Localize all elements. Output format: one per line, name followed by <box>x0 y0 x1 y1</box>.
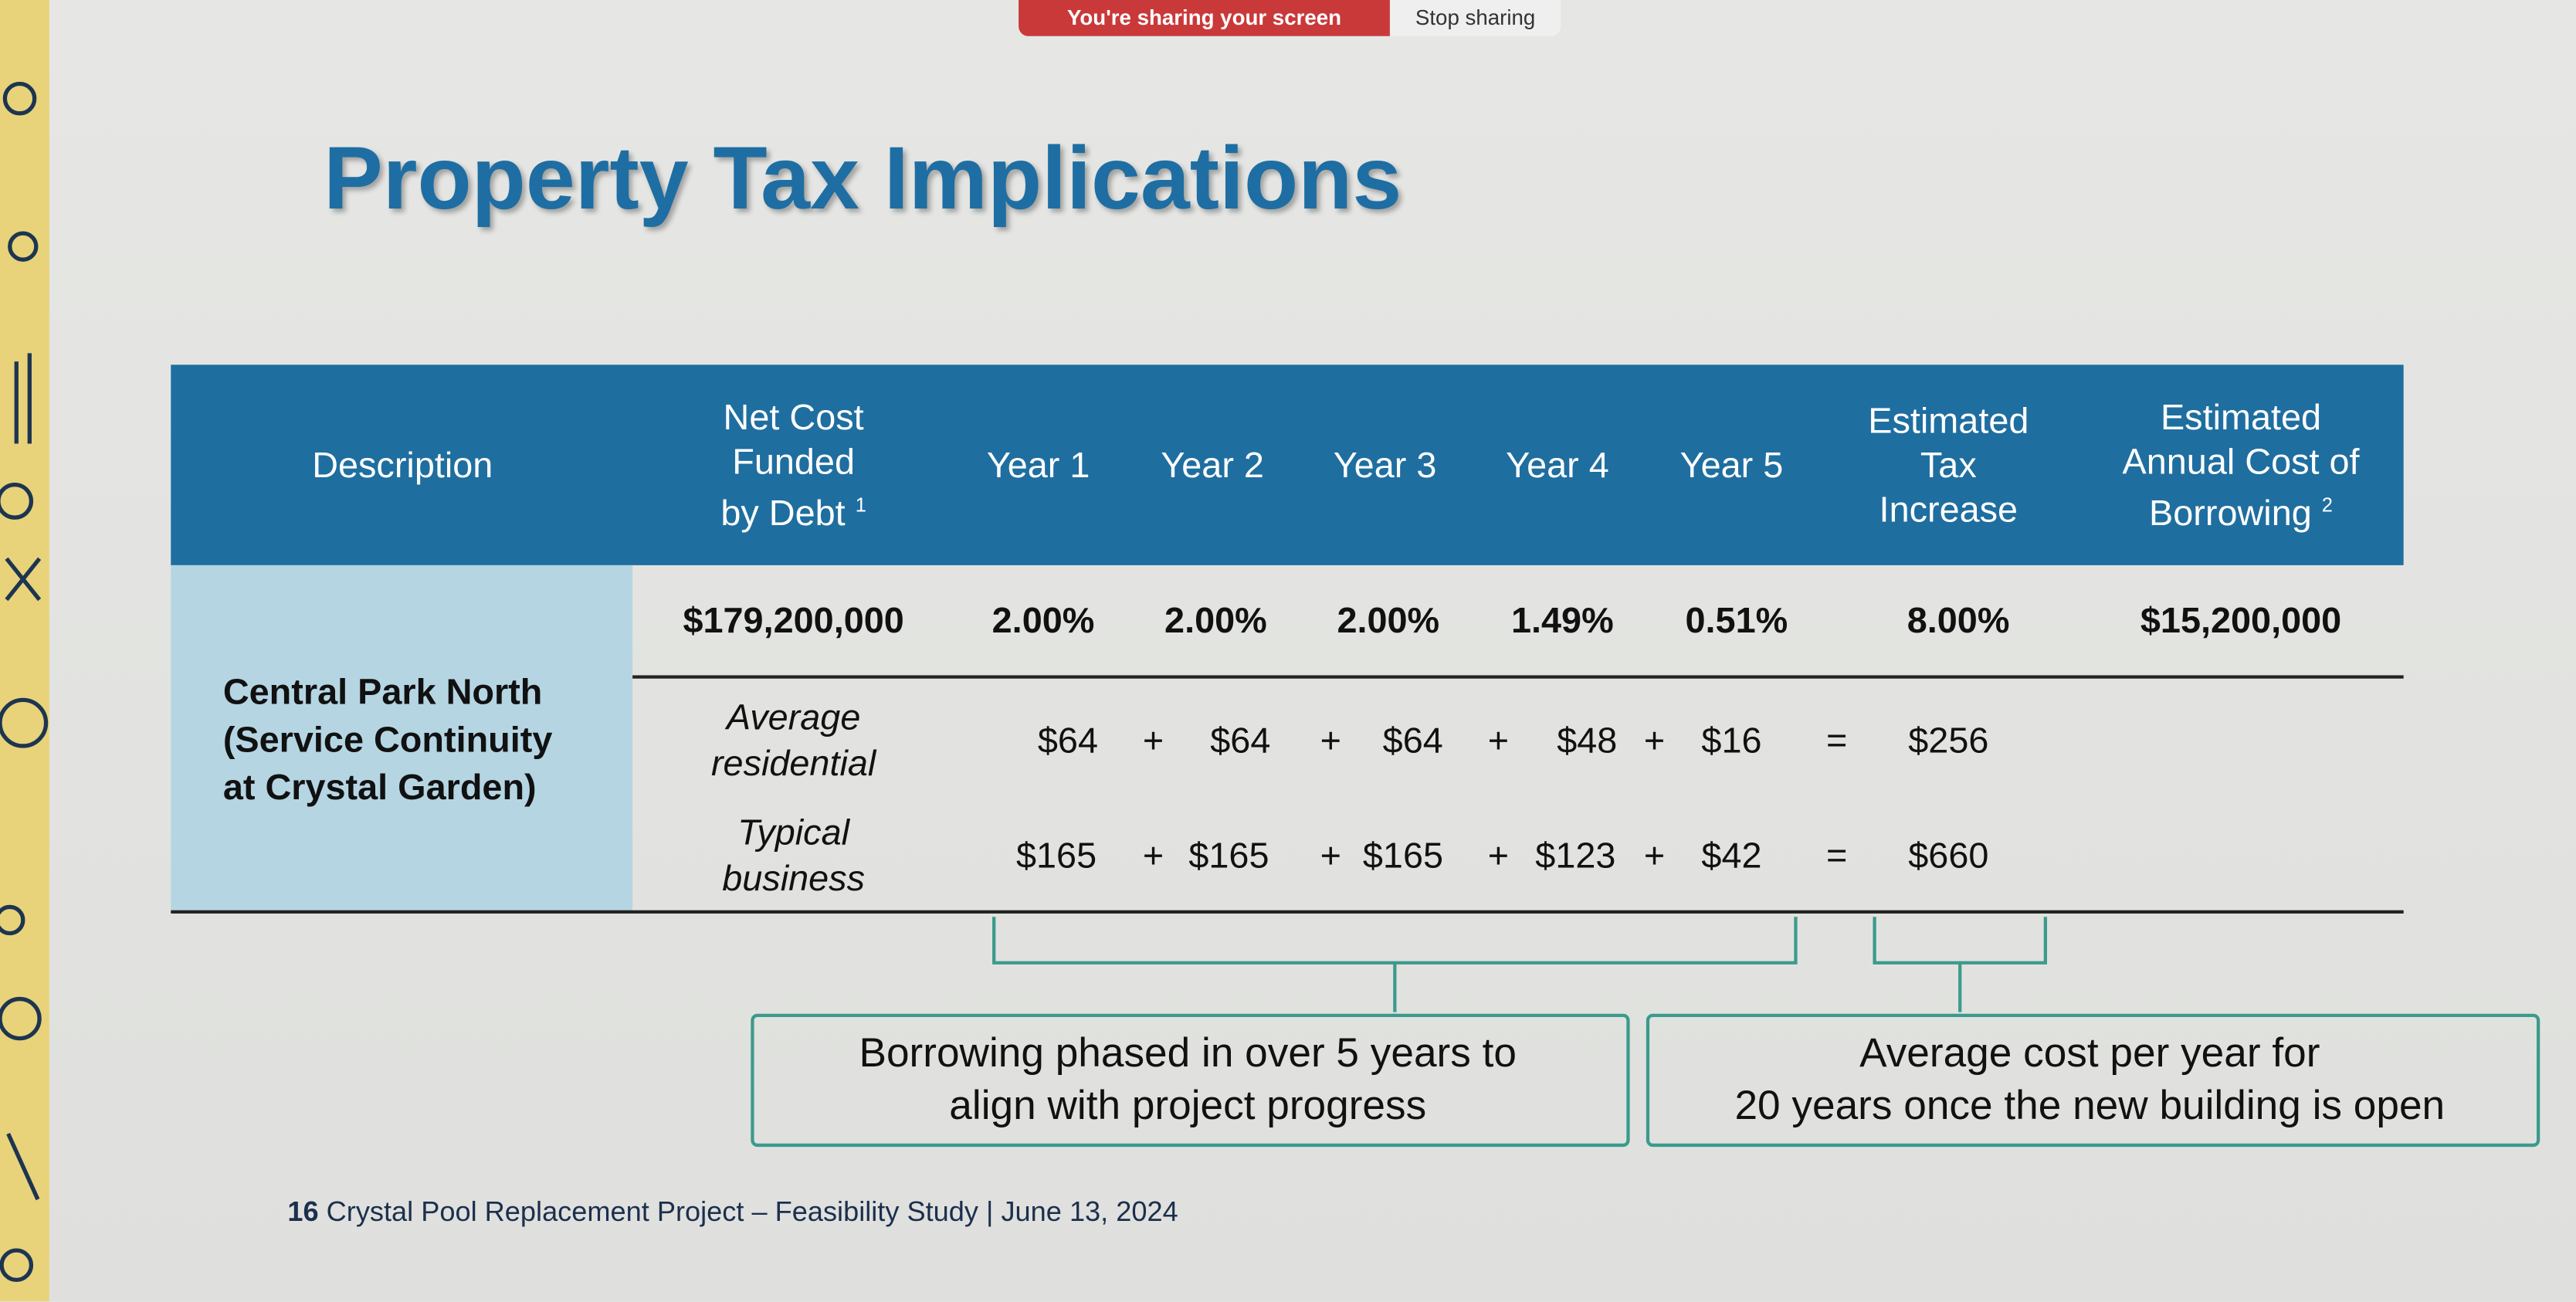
header-cell: Year 5 <box>1680 442 1784 487</box>
header-cell-line: Estimated <box>1868 400 2029 442</box>
footer: 16 Crystal Pool Replacement Project – Fe… <box>287 1196 1178 1229</box>
cell-value: $165 <box>1188 834 1269 876</box>
callout-text: Average cost per year for 20 years once t… <box>1734 1027 2445 1132</box>
header-cell: Estimated Tax Increase <box>1868 398 2029 531</box>
operator: + <box>1320 834 1342 876</box>
table-header <box>171 364 2404 565</box>
row-label: Typical business <box>722 810 865 902</box>
cell-value: $16 <box>1701 719 1762 761</box>
header-cell-line: Borrowing 2 <box>2149 492 2334 534</box>
header-cell: Description <box>312 442 493 487</box>
summary-value: 2.00% <box>1164 599 1267 641</box>
header-cell-line: Funded <box>732 440 856 483</box>
summary-value: $179,200,000 <box>683 599 904 641</box>
callout-text-line: 20 years once the new building is open <box>1734 1083 2446 1129</box>
slide-title: Property Tax Implications <box>324 130 1402 229</box>
header-cell-line: Year 5 <box>1679 444 1784 486</box>
header-cell-line: Year 3 <box>1333 444 1437 486</box>
description-text-line: (Service Continuity <box>222 718 553 761</box>
table-bottom-border <box>171 910 2404 914</box>
header-cell-line: Net Cost <box>723 396 864 438</box>
sharing-status: You're sharing your screen <box>1019 0 1390 36</box>
cell-value: $64 <box>1037 719 1099 761</box>
callout-box <box>1646 1013 2540 1148</box>
cell-value: $123 <box>1535 834 1616 876</box>
header-cell: Year 1 <box>987 442 1090 487</box>
cell-value: $48 <box>1557 719 1618 761</box>
summary-value: 2.00% <box>991 599 1095 641</box>
row-label: Average residential <box>711 695 876 787</box>
header-cell-line: Year 4 <box>1506 444 1609 486</box>
operator: + <box>1142 719 1164 761</box>
summary-value: 2.00% <box>1337 599 1440 641</box>
cell-value: $165 <box>1015 834 1097 876</box>
operator: = <box>1825 719 1848 761</box>
description-text: Central Park North (Service Continuity at … <box>223 668 553 811</box>
summary-value: $15,200,000 <box>2140 599 2342 641</box>
description-text-line: Central Park North <box>222 671 543 713</box>
cell-value: $256 <box>1908 719 1989 761</box>
cell-value: $64 <box>1382 719 1443 761</box>
header-cell: Net Cost Funded by Debt 1 <box>720 395 866 535</box>
decorative-strip <box>0 0 49 1302</box>
description-cell <box>171 565 633 912</box>
summary-value: 0.51% <box>1685 599 1788 641</box>
cell-value: $660 <box>1908 834 1989 876</box>
header-cell: Year 4 <box>1506 442 1609 487</box>
description-text-line: at Crystal Garden) <box>222 766 537 808</box>
header-cell-line: by Debt 1 <box>720 492 866 534</box>
header-cell-line: Tax <box>1920 444 1977 486</box>
callout-box <box>751 1013 1630 1148</box>
callout-text-line: align with project progress <box>949 1083 1427 1129</box>
header-cell-line: Year 1 <box>986 444 1090 486</box>
summary-value: 1.49% <box>1510 599 1614 641</box>
operator: + <box>1487 834 1510 876</box>
header-cell-line: Annual Cost of <box>2122 440 2360 483</box>
stop-sharing-button[interactable]: Stop sharing <box>1389 0 1561 36</box>
operator: + <box>1487 719 1510 761</box>
cell-value: $64 <box>1210 719 1271 761</box>
operator: + <box>1643 719 1666 761</box>
footer-text: Crystal Pool Replacement Project – Feasi… <box>326 1195 1178 1228</box>
summary-value: 8.00% <box>1907 599 2010 641</box>
header-cell-line: Increase <box>1879 488 2018 531</box>
page-number: 16 <box>287 1195 319 1228</box>
cell-value: $165 <box>1362 834 1444 876</box>
cell-value: $42 <box>1701 834 1762 876</box>
header-cell: Year 3 <box>1334 442 1437 487</box>
row-label-line: business <box>722 857 866 899</box>
operator: + <box>1320 719 1342 761</box>
row-label-line: Typical <box>737 812 850 853</box>
header-cell: Estimated Annual Cost of Borrowing 2 <box>2123 395 2360 535</box>
operator: + <box>1142 834 1164 876</box>
header-cell-line: Year 2 <box>1161 444 1264 486</box>
operator: + <box>1643 834 1666 876</box>
header-cell-line: Description <box>312 444 493 486</box>
footnote-marker: 1 <box>855 493 866 517</box>
row-label-line: Average <box>726 697 861 738</box>
operator: = <box>1825 834 1848 876</box>
header-cell-line: Estimated <box>2160 396 2322 438</box>
header-cell: Year 2 <box>1161 442 1264 487</box>
footnote-marker: 2 <box>2321 493 2334 517</box>
callout-text: Borrowing phased in over 5 years to align… <box>859 1027 1517 1132</box>
callout-text-line: Borrowing phased in over 5 years to <box>859 1030 1517 1077</box>
row-label-line: residential <box>710 742 876 784</box>
row-divider <box>632 675 2404 679</box>
callout-text-line: Average cost per year for <box>1859 1030 2320 1077</box>
